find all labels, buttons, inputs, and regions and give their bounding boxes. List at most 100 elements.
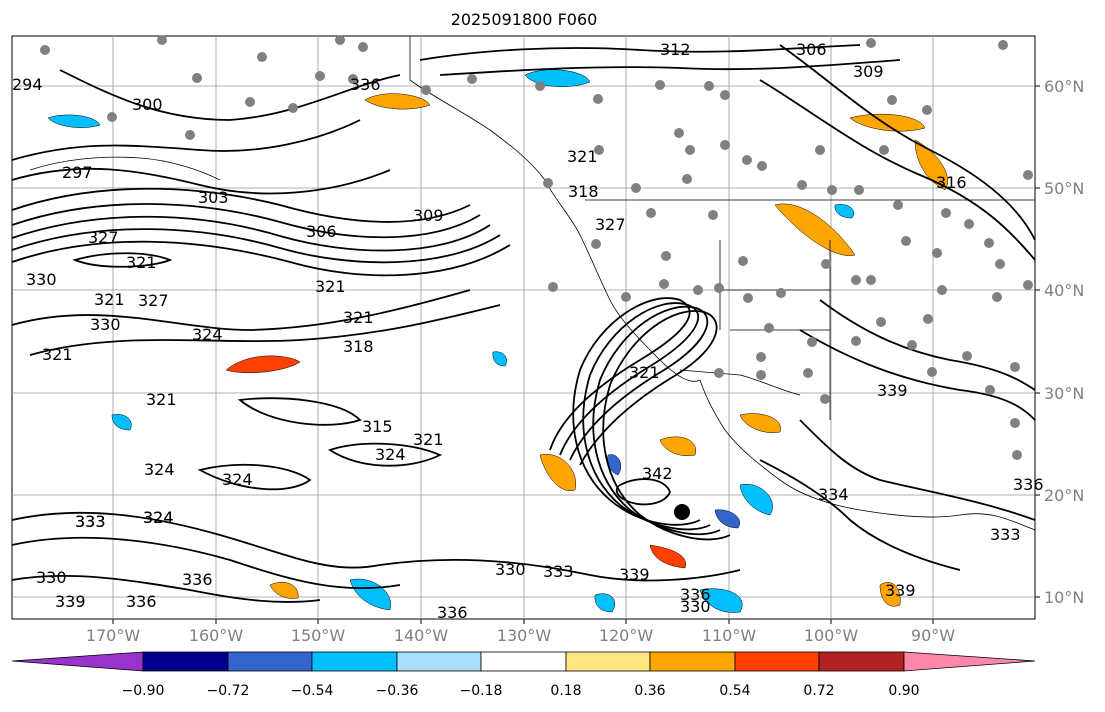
colorbar-label: 0.72 <box>803 683 835 699</box>
contour-label: 339 <box>885 581 916 600</box>
contour-label: 330 <box>90 315 121 334</box>
negative-shade <box>739 483 773 516</box>
contour-label: 312 <box>660 40 691 59</box>
lon-label: 170°W <box>85 626 141 645</box>
colorbar-label: −0.72 <box>206 683 250 699</box>
negative-shade <box>594 593 616 613</box>
contour-label: 327 <box>595 215 626 234</box>
contour-label: 333 <box>990 525 1021 544</box>
colorbar-segment <box>11 651 144 672</box>
positive-shade <box>539 453 577 491</box>
contour-label: 336 <box>1013 475 1044 494</box>
lon-label: 160°W <box>188 626 244 645</box>
contour-label: 324 <box>143 508 174 527</box>
map-title: 2025091800 F060 <box>450 10 598 29</box>
contour-label: 336 <box>680 585 711 604</box>
contour-label: 330 <box>36 568 67 587</box>
station-dots <box>40 35 1033 460</box>
contour-label: 330 <box>680 597 711 616</box>
colorbar-segment <box>396 651 482 672</box>
colorbar-segment <box>227 651 313 672</box>
lon-label: 110°W <box>701 626 757 645</box>
contour-label: 336 <box>437 603 468 622</box>
positive-shade <box>649 544 686 569</box>
contour-label: 330 <box>495 560 526 579</box>
contour-label: 321 <box>413 430 444 449</box>
contour-label: 324 <box>143 508 174 527</box>
lat-label: 10°N <box>1044 588 1085 607</box>
lat-label: 40°N <box>1044 281 1085 300</box>
contour-label: 318 <box>568 182 599 201</box>
contour-label: 297 <box>62 163 93 182</box>
contour-label: 336 <box>126 592 157 611</box>
lon-label: 130°W <box>496 626 552 645</box>
lon-label: 120°W <box>598 626 654 645</box>
contour-label: 336 <box>182 570 213 589</box>
negative-shade <box>47 114 101 128</box>
contour-label: 334 <box>818 485 849 504</box>
colorbar-segment <box>565 651 651 672</box>
positive-shade <box>914 139 948 191</box>
colorbar-label: −0.36 <box>375 683 419 699</box>
contour-label: 294 <box>12 75 43 94</box>
negative-shade <box>492 351 507 367</box>
contour-label: 316 <box>936 173 967 192</box>
colorbar-segment <box>142 651 229 672</box>
contour-label: 333 <box>75 512 106 531</box>
contour-label: 321 <box>567 147 598 166</box>
contour-label: 318 <box>343 337 374 356</box>
contour-label: 300 <box>132 95 163 114</box>
negative-shade <box>714 509 740 529</box>
lat-label: 50°N <box>1044 179 1085 198</box>
colorbar-segment <box>734 651 820 672</box>
contour-label: 321 <box>146 390 177 409</box>
contour-label: 321 <box>315 277 346 296</box>
colorbar-label: 0.90 <box>888 683 920 699</box>
colorbar <box>11 651 1036 672</box>
contour-label: 339 <box>619 565 650 584</box>
negative-shade <box>111 414 132 431</box>
contour-label: 342 <box>642 464 673 483</box>
lon-label: 150°W <box>290 626 346 645</box>
contour-label: 324 <box>192 325 223 344</box>
colorbar-label: 0.54 <box>719 683 751 699</box>
lon-label: 90°W <box>910 626 956 645</box>
colorbar-segment <box>311 651 398 672</box>
contour-label: 324 <box>222 470 253 489</box>
contour-label: 309 <box>413 206 444 225</box>
colorbar-label: −0.18 <box>459 683 503 699</box>
axis-ticks <box>112 85 1040 624</box>
lat-label: 30°N <box>1044 384 1085 403</box>
contour-label: 336 <box>350 75 381 94</box>
contour-label: 303 <box>198 188 229 207</box>
negative-shade <box>699 588 743 613</box>
lon-label: 100°W <box>803 626 859 645</box>
positive-shade <box>659 436 696 456</box>
plot-background <box>11 35 1036 620</box>
contour-label: 333 <box>75 512 106 531</box>
contour-label: 324 <box>375 445 406 464</box>
shaded-regions <box>47 69 948 613</box>
positive-shade <box>739 413 781 433</box>
contour-label: 321 <box>343 308 374 327</box>
contour-label: 327 <box>138 291 169 310</box>
cyclone-center-marker <box>674 504 690 520</box>
colorbar-segment <box>903 651 1036 672</box>
contour-label: 321 <box>42 345 73 364</box>
contour-label: 339 <box>877 381 908 400</box>
contour-label: 321 <box>126 253 157 272</box>
contour-label: 309 <box>853 62 884 81</box>
contour-label: 321 <box>94 290 125 309</box>
positive-shade <box>269 582 299 599</box>
colorbar-label: −0.54 <box>290 683 334 699</box>
coastlines <box>29 36 1036 531</box>
contour-label: 333 <box>543 562 574 581</box>
positive-shade <box>879 582 901 607</box>
negative-shade <box>834 204 854 219</box>
colorbar-segment <box>649 651 736 672</box>
contour-label: 315 <box>362 417 393 436</box>
colorbar-label: 0.36 <box>634 683 666 699</box>
contour-label: 306 <box>306 222 337 241</box>
positive-shade <box>225 355 301 374</box>
